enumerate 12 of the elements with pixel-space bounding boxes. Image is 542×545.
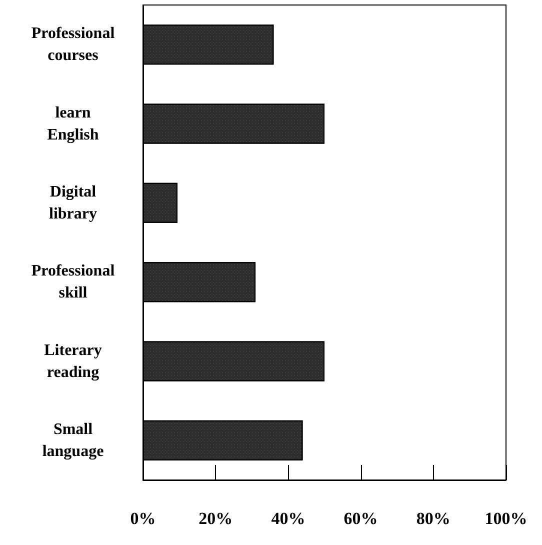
x-tick-label: 100% [484, 509, 528, 528]
y-tick-label: Professional skill [31, 262, 116, 302]
y-tick-label: learn English [47, 104, 99, 144]
x-tick-label: 60% [344, 509, 378, 528]
x-tick-label: 40% [271, 509, 306, 528]
x-tick-label: 20% [198, 509, 233, 528]
x-tick-label: 0% [130, 509, 156, 528]
y-tick-label: Digital library [49, 183, 97, 222]
x-tick-label: 80% [416, 509, 450, 528]
y-tick-label: Professional courses [31, 25, 116, 64]
y-tick-label: Literary reading [44, 342, 102, 381]
y-tick-label: Small language [42, 420, 104, 460]
